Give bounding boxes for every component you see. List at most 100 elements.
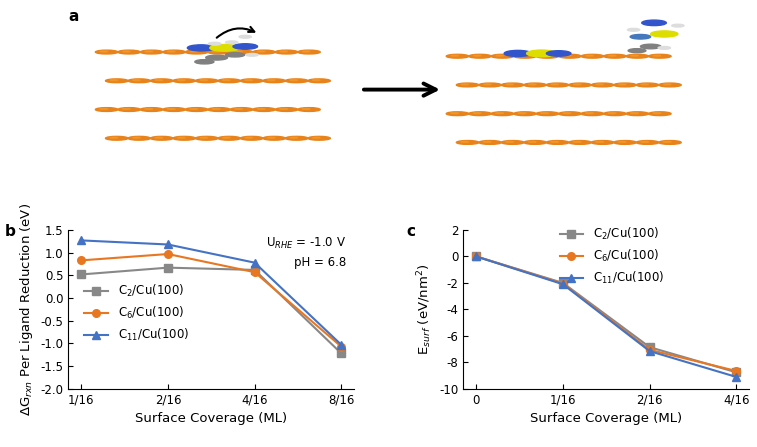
Ellipse shape: [653, 113, 661, 114]
Ellipse shape: [569, 83, 591, 87]
Ellipse shape: [200, 137, 207, 138]
Ellipse shape: [276, 108, 298, 111]
C$_{11}$/Cu(100): [164, 242, 173, 247]
Ellipse shape: [659, 140, 681, 144]
Ellipse shape: [456, 83, 479, 87]
Line: C$_2$/Cu(100): C$_2$/Cu(100): [472, 253, 740, 376]
Ellipse shape: [285, 136, 308, 140]
Ellipse shape: [640, 84, 649, 85]
Ellipse shape: [501, 140, 524, 144]
Ellipse shape: [581, 112, 603, 116]
Ellipse shape: [105, 136, 128, 140]
Ellipse shape: [253, 50, 276, 54]
Ellipse shape: [547, 140, 569, 144]
Ellipse shape: [446, 112, 469, 116]
Ellipse shape: [551, 84, 559, 85]
Ellipse shape: [569, 140, 591, 144]
Ellipse shape: [185, 108, 208, 111]
Ellipse shape: [596, 84, 603, 85]
Y-axis label: ΔG$_{rxn}$ Per Ligand Reduction (eV): ΔG$_{rxn}$ Per Ligand Reduction (eV): [17, 203, 35, 416]
Ellipse shape: [496, 55, 503, 56]
Ellipse shape: [491, 55, 514, 58]
Ellipse shape: [298, 50, 320, 54]
Ellipse shape: [207, 50, 230, 54]
Ellipse shape: [596, 141, 603, 143]
Ellipse shape: [663, 84, 671, 85]
C$_2$/Cu(100): [164, 265, 173, 270]
Ellipse shape: [446, 55, 469, 58]
Ellipse shape: [484, 84, 491, 85]
Ellipse shape: [540, 55, 549, 56]
C$_2$/Cu(100): [559, 280, 568, 286]
C$_2$/Cu(100): [250, 267, 259, 273]
C$_6$/Cu(100): [472, 254, 481, 259]
Ellipse shape: [581, 55, 603, 58]
Ellipse shape: [298, 108, 320, 111]
Ellipse shape: [302, 51, 310, 52]
Ellipse shape: [206, 55, 228, 60]
Ellipse shape: [461, 141, 469, 143]
Ellipse shape: [151, 79, 173, 83]
Ellipse shape: [536, 55, 559, 58]
Ellipse shape: [636, 83, 659, 87]
C$_{11}$/Cu(100): [76, 238, 86, 243]
Ellipse shape: [618, 141, 626, 143]
Ellipse shape: [302, 109, 310, 110]
Y-axis label: E$_{surf}$ (eV/nm$^2$): E$_{surf}$ (eV/nm$^2$): [415, 264, 434, 355]
Ellipse shape: [212, 51, 220, 52]
Ellipse shape: [636, 140, 659, 144]
Ellipse shape: [155, 80, 163, 81]
Ellipse shape: [591, 83, 614, 87]
Ellipse shape: [167, 51, 175, 52]
C$_{11}$/Cu(100): [472, 254, 481, 259]
Ellipse shape: [100, 51, 107, 52]
Ellipse shape: [235, 51, 243, 52]
Ellipse shape: [257, 51, 265, 52]
Ellipse shape: [563, 55, 571, 56]
Ellipse shape: [218, 79, 241, 83]
Ellipse shape: [663, 141, 671, 143]
Ellipse shape: [479, 140, 501, 144]
Ellipse shape: [177, 137, 185, 138]
Text: b: b: [5, 224, 16, 239]
C$_{11}$/Cu(100): [732, 374, 741, 380]
Legend: C$_2$/Cu(100), C$_6$/Cu(100), C$_{11}$/Cu(100): C$_2$/Cu(100), C$_6$/Cu(100), C$_{11}$/C…: [555, 221, 669, 291]
Ellipse shape: [128, 79, 151, 83]
Line: C$_{11}$/Cu(100): C$_{11}$/Cu(100): [472, 253, 740, 381]
Ellipse shape: [524, 83, 547, 87]
Ellipse shape: [586, 113, 593, 114]
Ellipse shape: [230, 50, 253, 54]
Ellipse shape: [200, 80, 207, 81]
Ellipse shape: [257, 109, 265, 110]
Ellipse shape: [132, 80, 140, 81]
Ellipse shape: [280, 51, 288, 52]
Ellipse shape: [631, 113, 638, 114]
C$_6$/Cu(100): [645, 347, 654, 353]
C$_2$/Cu(100): [472, 254, 481, 259]
Ellipse shape: [501, 83, 524, 87]
Ellipse shape: [245, 137, 253, 138]
Ellipse shape: [514, 112, 536, 116]
Line: C$_2$/Cu(100): C$_2$/Cu(100): [77, 264, 345, 357]
Ellipse shape: [456, 140, 479, 144]
C$_6$/Cu(100): [337, 344, 346, 350]
C$_2$/Cu(100): [76, 272, 86, 277]
Ellipse shape: [128, 136, 151, 140]
Ellipse shape: [450, 55, 459, 56]
Ellipse shape: [506, 84, 514, 85]
C$_6$/Cu(100): [250, 270, 259, 275]
Ellipse shape: [519, 55, 526, 56]
Ellipse shape: [573, 141, 581, 143]
Ellipse shape: [591, 140, 614, 144]
Ellipse shape: [173, 79, 195, 83]
Ellipse shape: [614, 140, 636, 144]
C$_{11}$/Cu(100): [337, 342, 346, 347]
Ellipse shape: [290, 137, 298, 138]
Ellipse shape: [473, 55, 481, 56]
Ellipse shape: [559, 112, 581, 116]
C$_{11}$/Cu(100): [645, 349, 654, 354]
Ellipse shape: [100, 109, 107, 110]
Ellipse shape: [479, 83, 501, 87]
Ellipse shape: [614, 83, 636, 87]
Ellipse shape: [190, 109, 198, 110]
